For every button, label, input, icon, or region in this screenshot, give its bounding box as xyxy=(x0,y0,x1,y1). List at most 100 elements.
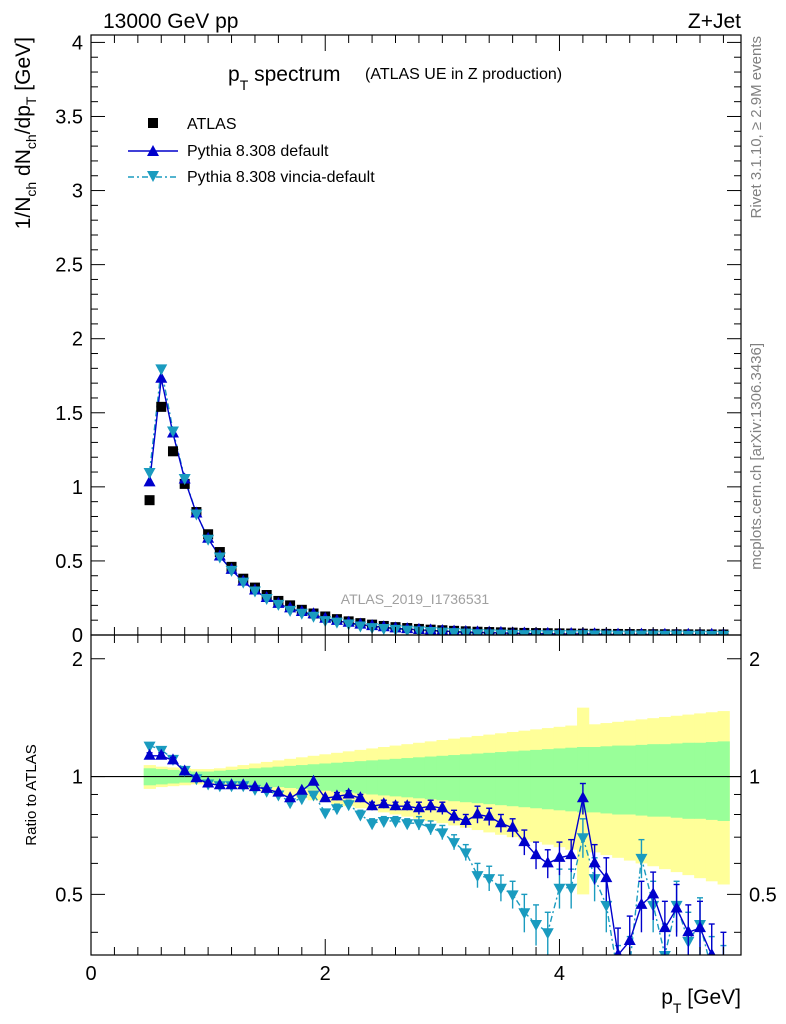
uncertainty-band-inner xyxy=(495,752,508,806)
ratio-vincia-point xyxy=(401,819,414,831)
ratio-vincia-point xyxy=(412,819,425,831)
ratio-y-axis: 0.5 0.5 1 1 2 2 xyxy=(55,649,777,933)
ratio-default-point xyxy=(483,809,496,821)
plot-title: pT spectrum xyxy=(228,63,340,93)
legend-label-default: Pythia 8.308 default xyxy=(187,143,329,160)
uncertainty-band-inner xyxy=(694,742,707,819)
ratio-vincia-point xyxy=(576,833,589,845)
ratio-default-point xyxy=(682,925,695,937)
main-y-tick-label: 0 xyxy=(72,625,83,647)
ratio-y-tick-label-right: 0.5 xyxy=(749,884,777,906)
uncertainty-band-inner xyxy=(342,761,356,793)
ratio-vincia-point xyxy=(459,848,472,860)
uncertainty-band-inner xyxy=(541,749,555,810)
ratio-default-point xyxy=(213,778,226,790)
ratio-vincia-point xyxy=(295,794,308,806)
ratio-default-point xyxy=(412,801,425,813)
ratio-default-point xyxy=(471,807,484,819)
ratio-default-point xyxy=(600,871,613,883)
main-vincia-point xyxy=(354,621,367,633)
uncertainty-band-inner xyxy=(366,760,379,795)
ratio-plot-area xyxy=(91,707,741,972)
main-y-tick-label: 4 xyxy=(72,32,83,54)
ratio-default-point xyxy=(237,778,250,790)
ratio-default-point xyxy=(553,850,566,862)
uncertainty-band-inner xyxy=(424,756,437,800)
ratio-vincia-point xyxy=(541,928,554,940)
main-vincia-point xyxy=(272,599,285,611)
legend-marker-atlas xyxy=(148,118,158,128)
plot-title-rest: spectrum xyxy=(248,63,340,86)
ratio-default-point xyxy=(260,781,273,793)
main-vincia-point xyxy=(166,426,179,438)
ratio-default-point xyxy=(565,848,578,860)
ratio-vincia-point xyxy=(143,741,156,753)
uncertainty-band-inner xyxy=(717,741,730,821)
uncertainty-band-inner xyxy=(588,747,601,813)
ratio-vincia-point xyxy=(565,883,578,895)
plot-title-p: p xyxy=(228,63,240,86)
ratio-default-point xyxy=(225,778,238,790)
ratio-default-point xyxy=(342,787,355,799)
x-axis: 0 2 4 xyxy=(85,35,724,985)
ratio-vincia-point xyxy=(530,920,543,932)
main-vincia-point xyxy=(424,627,437,635)
main-vincia-point xyxy=(237,577,250,589)
main-y-tick-label: 2.5 xyxy=(55,255,83,277)
x-tick-label: 4 xyxy=(554,963,565,985)
ratio-default-point xyxy=(459,813,472,825)
main-vincia-point xyxy=(202,534,215,546)
main-vincia-point xyxy=(471,629,484,635)
uncertainty-band-inner xyxy=(635,744,648,816)
main-panel: 0 0.5 1 1.5 2 2.5 3 3.5 4 pT spectrum (ATLAS UE … xyxy=(12,32,742,647)
main-atlas-point xyxy=(144,495,155,506)
main-vincia-point xyxy=(178,473,191,485)
ratio-vincia-point xyxy=(635,853,648,865)
x-tick-label: 0 xyxy=(85,963,96,985)
ratio-default-point xyxy=(178,764,191,776)
ratio-default-point xyxy=(424,799,437,811)
legend-marker-default xyxy=(147,145,159,156)
ratio-default-point xyxy=(707,948,716,955)
header-energy-label: 13000 GeV pp xyxy=(103,10,238,33)
ratio-default-point xyxy=(401,799,414,811)
x-axis-label-subscript: T xyxy=(673,1000,682,1016)
ratio-default-point xyxy=(307,774,320,786)
uncertainty-band-inner xyxy=(682,742,695,819)
uncertainty-band-inner xyxy=(331,762,344,792)
header-process-label: Z+Jet xyxy=(688,10,741,33)
ratio-default-point xyxy=(541,856,554,868)
main-vincia-point xyxy=(342,619,355,631)
ratio-y-tick-label: 1 xyxy=(72,767,83,789)
ratio-vincia-point xyxy=(448,838,461,850)
ratio-default-point xyxy=(389,799,402,811)
ratio-default-point xyxy=(658,921,671,933)
ratio-default-point xyxy=(366,799,379,811)
ratio-default-point xyxy=(635,897,648,909)
plot-title-note: (ATLAS UE in Z production) xyxy=(365,66,562,83)
ratio-vincia-point xyxy=(389,816,402,828)
ratio-default-point xyxy=(190,771,203,783)
main-vincia-point xyxy=(307,611,320,623)
ratio-vincia-point xyxy=(624,961,636,972)
ratio-y-tick-label: 0.5 xyxy=(55,884,83,906)
main-default-point xyxy=(143,475,156,487)
main-vincia-point xyxy=(565,630,578,635)
uncertainty-band-inner xyxy=(565,747,578,812)
uncertainty-band-inner xyxy=(506,751,519,807)
main-vincia-point xyxy=(588,630,601,635)
ratio-vincia-point xyxy=(600,900,613,912)
main-vincia-point xyxy=(494,629,507,635)
uncertainty-band-inner xyxy=(518,750,531,808)
uncertainty-band-inner xyxy=(612,745,625,815)
ratio-vincia-point xyxy=(377,816,390,828)
main-vincia-point xyxy=(377,624,390,635)
main-y-tick-label: 2 xyxy=(72,329,83,351)
legend-marker-vincia xyxy=(147,171,159,182)
uncertainty-band-inner xyxy=(401,758,414,798)
ratio-y-tick-label-right: 2 xyxy=(749,649,760,671)
main-vincia-point xyxy=(213,552,226,564)
main-vincia-point xyxy=(705,630,718,635)
ratio-vincia-point xyxy=(424,823,437,835)
